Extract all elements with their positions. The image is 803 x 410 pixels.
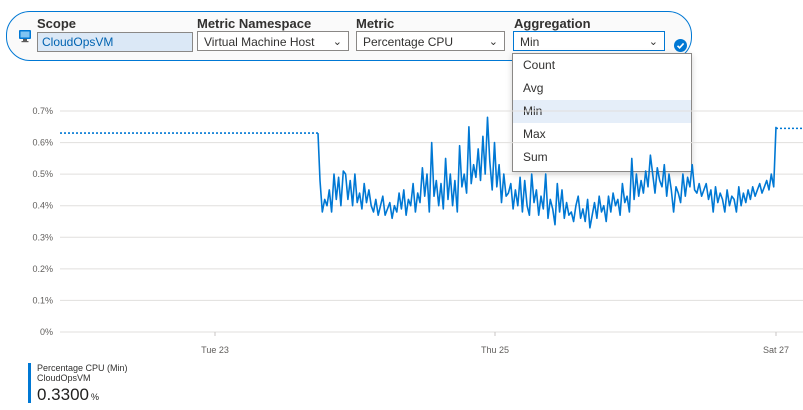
- chevron-down-icon: ⌄: [332, 36, 342, 48]
- chevron-down-icon: ⌄: [488, 36, 498, 48]
- check-circle-icon[interactable]: [674, 39, 687, 52]
- metric-namespace-label: Metric Namespace: [197, 16, 312, 31]
- metric-namespace-value: Virtual Machine Host: [204, 35, 315, 49]
- y-tick-label: 0.4%: [32, 201, 53, 211]
- aggregation-option-avg[interactable]: Avg: [523, 81, 544, 95]
- y-tick-label: 0%: [40, 327, 53, 337]
- legend-value-number: 0.3300: [37, 385, 89, 404]
- y-tick-label: 0.3%: [32, 232, 53, 242]
- legend-value: 0.3300%: [37, 385, 99, 405]
- x-tick-label: Sat 27: [763, 345, 789, 355]
- chevron-up-icon: ⌄: [648, 36, 658, 48]
- y-tick-label: 0.5%: [32, 169, 53, 179]
- metric-namespace-select[interactable]: Virtual Machine Host ⌄: [197, 31, 349, 51]
- series-line: [317, 116, 777, 229]
- scope-label: Scope: [37, 16, 77, 31]
- aggregation-label: Aggregation: [514, 16, 591, 31]
- legend-color-swatch: [28, 363, 31, 403]
- metric-selector-toolbar: Scope CloudOpsVM Metric Namespace Virtua…: [6, 11, 692, 61]
- metric-value: Percentage CPU: [363, 35, 454, 49]
- aggregation-dropdown: Count Avg Min Max Sum: [512, 53, 692, 172]
- legend-resource-name: CloudOpsVM: [37, 373, 91, 383]
- scope-input[interactable]: CloudOpsVM: [37, 32, 193, 52]
- legend-value-unit: %: [91, 392, 100, 402]
- metric-label: Metric: [356, 16, 395, 31]
- x-tick-label: Thu 25: [481, 345, 509, 355]
- cpu-chart: 0.7% 0.6% 0.5% 0.4% 0.3% 0.2% 0.1% 0% Tue 23 Thu …: [0, 96, 803, 356]
- aggregation-option-max[interactable]: Max: [523, 127, 546, 141]
- y-tick-label: 0.1%: [32, 295, 53, 305]
- line-chart: 0.7% 0.6% 0.5% 0.4% 0.3% 0.2% 0.1% 0% Tue 23 Thu …: [32, 106, 803, 355]
- y-tick-label: 0.6%: [32, 138, 53, 148]
- aggregation-select[interactable]: Min ⌄: [513, 31, 665, 51]
- aggregation-value: Min: [520, 35, 540, 49]
- legend-series-name: Percentage CPU (Min): [37, 363, 128, 373]
- virtual-machine-icon: [19, 30, 31, 43]
- y-tick-label: 0.7%: [32, 106, 53, 116]
- aggregation-option-sum[interactable]: Sum: [523, 150, 548, 164]
- y-tick-label: 0.2%: [32, 264, 53, 274]
- x-tick-label: Tue 23: [201, 345, 229, 355]
- metric-select[interactable]: Percentage CPU ⌄: [356, 31, 505, 51]
- aggregation-option-count[interactable]: Count: [523, 58, 556, 72]
